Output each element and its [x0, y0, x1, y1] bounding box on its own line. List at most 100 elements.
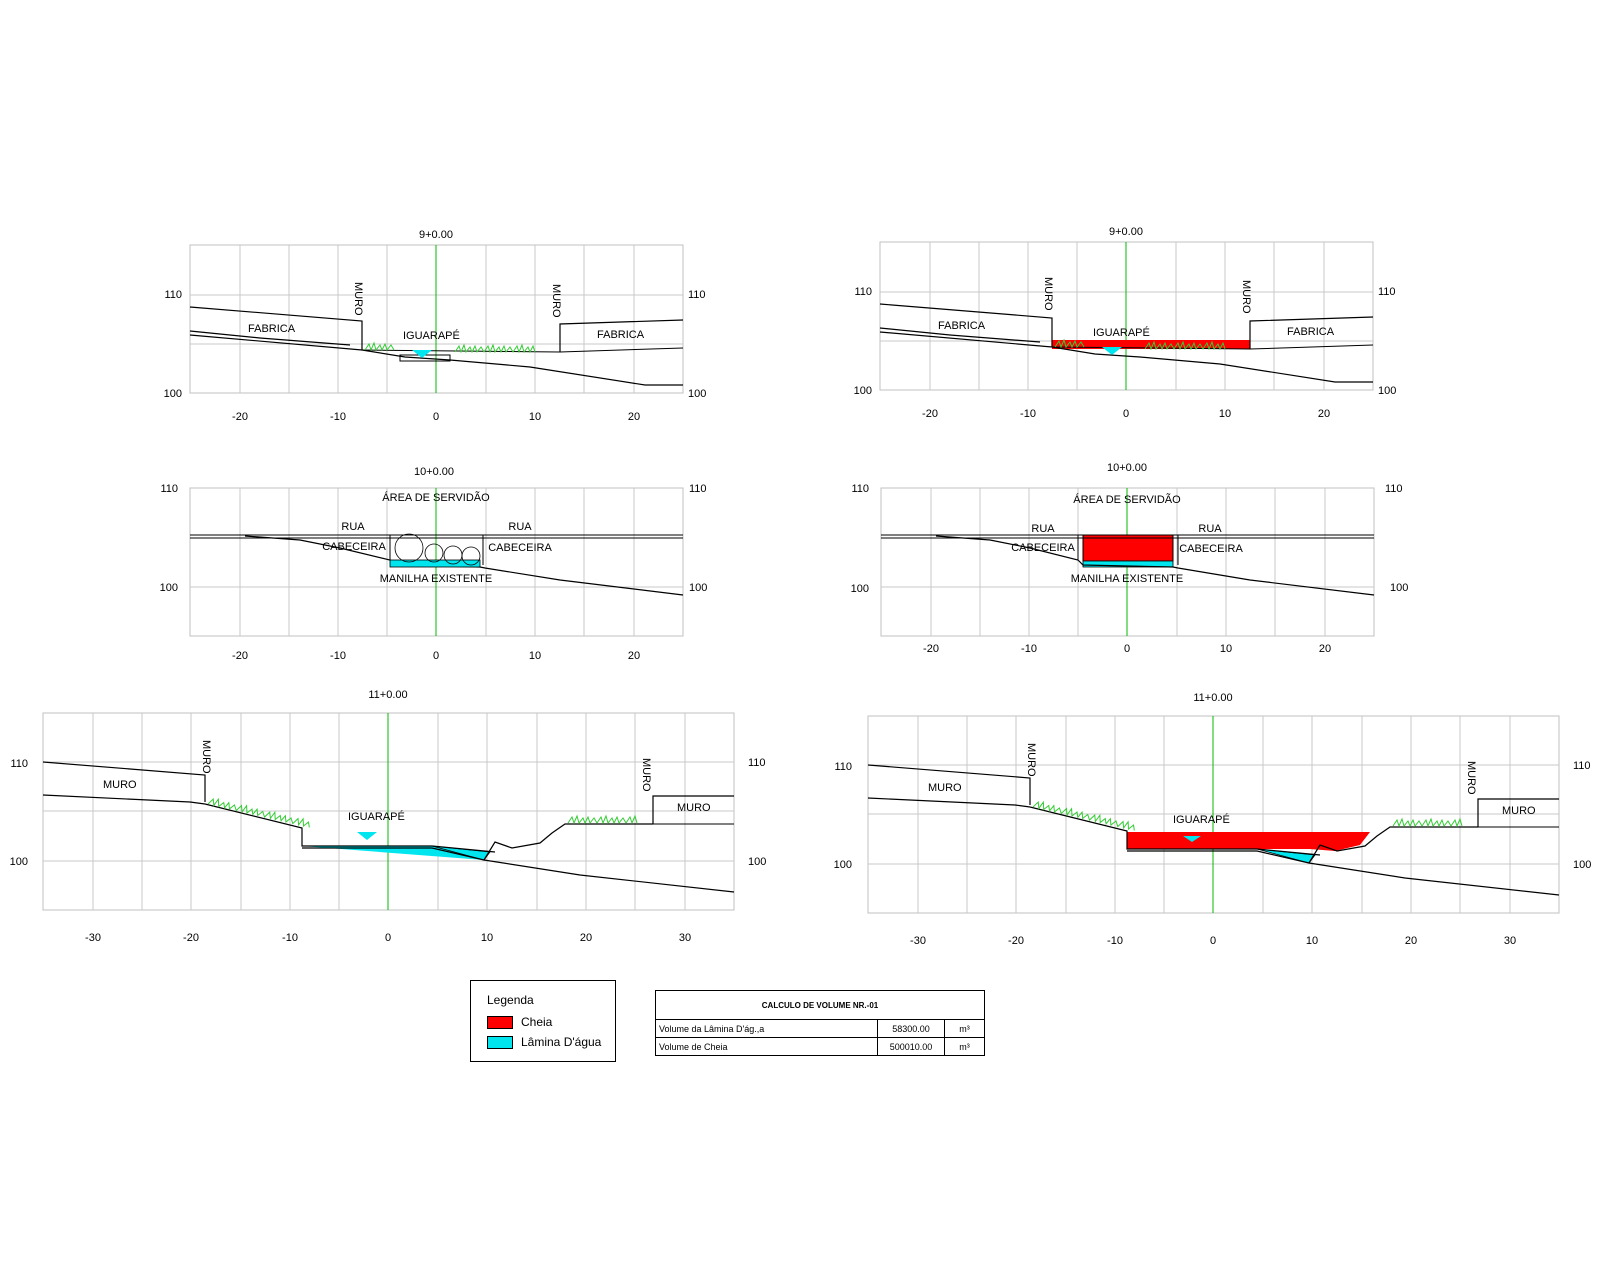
label-left-head: CABECEIRA	[1011, 542, 1075, 554]
label-right-street: RUA	[508, 521, 532, 533]
label-left-zone: MURO	[103, 779, 137, 791]
label-left-zone: FABRICA	[938, 320, 986, 332]
label-right-wall: MURO	[550, 284, 562, 318]
x-tick: -10	[330, 411, 346, 423]
label-left-zone: FABRICA	[248, 323, 296, 335]
station-title: 9+0.00	[1109, 226, 1143, 238]
table-row: Volume de Cheia 500010.00 m³	[656, 1038, 984, 1055]
x-tick: 10	[1306, 935, 1318, 947]
legend-label: Lâmina D'água	[521, 1035, 602, 1049]
label-left-zone: MURO	[928, 782, 962, 794]
label-right-zone: FABRICA	[597, 329, 645, 341]
x-tick: 20	[580, 932, 592, 944]
row-unit: m³	[959, 1023, 970, 1034]
y-tick-left: 110	[851, 483, 869, 495]
label-right-street: RUA	[1198, 523, 1222, 535]
legend-item-flood: Cheia	[487, 1015, 552, 1029]
label-right-zone: FABRICA	[1287, 326, 1335, 338]
legend-title: Legenda	[487, 993, 534, 1007]
station-title: 10+0.00	[414, 466, 454, 478]
y-tick-left: 100	[851, 583, 869, 595]
x-tick: 10	[529, 411, 541, 423]
y-tick-right: 100	[748, 856, 766, 868]
row-name: Volume da Lâmina D'ág.,a	[656, 1020, 878, 1037]
row-value: 58300.00	[878, 1020, 945, 1037]
y-tick-left: 100	[854, 385, 872, 397]
y-tick-left: 110	[164, 289, 182, 301]
x-tick: 0	[385, 932, 391, 944]
label-left-wall: MURO	[200, 740, 212, 774]
x-tick: -20	[232, 650, 248, 662]
y-tick-left: 110	[10, 758, 28, 770]
station-title: 9+0.00	[419, 229, 453, 241]
label-left-wall: MURO	[1025, 743, 1037, 777]
x-tick: 0	[433, 411, 439, 423]
station-title: 11+0.00	[368, 689, 407, 701]
water-swatch	[487, 1035, 513, 1049]
x-tick: 0	[1210, 935, 1216, 947]
y-tick-right: 110	[1378, 286, 1396, 298]
y-tick-left: 110	[834, 761, 852, 773]
x-tick: -10	[330, 650, 346, 662]
label-right-zone: MURO	[677, 802, 711, 814]
x-tick: -30	[910, 935, 926, 947]
label-servitude: ÁREA DE SERVIDÃO	[1073, 493, 1181, 506]
x-tick: -20	[922, 408, 938, 420]
x-tick: 0	[433, 650, 439, 662]
x-tick: 20	[1319, 643, 1331, 655]
label-right-wall: MURO	[1465, 761, 1477, 795]
label-left-wall: MURO	[1042, 277, 1054, 311]
volume-table-title: CALCULO DE VOLUME NR.-01	[656, 991, 984, 1020]
label-left-street: RUA	[341, 521, 365, 533]
x-tick: 10	[481, 932, 493, 944]
section-10-right: ÁREA DE SERVIDÃO RUA RUA CABECEIRA CABEC…	[851, 462, 1409, 655]
y-tick-right: 100	[689, 582, 707, 594]
x-tick: -20	[183, 932, 199, 944]
y-tick-right: 100	[1378, 385, 1396, 397]
row-unit: m³	[959, 1041, 970, 1052]
x-tick: 10	[1219, 408, 1231, 420]
y-tick-left: 100	[834, 859, 852, 871]
section-9-right: FABRICA FABRICA IGUARAPÉ MURO MURO 9+0.0…	[854, 226, 1397, 420]
x-tick: 20	[1405, 935, 1417, 947]
y-tick-right: 110	[688, 289, 706, 301]
x-tick: 10	[1220, 643, 1232, 655]
y-tick-left: 110	[854, 286, 872, 298]
label-channel: IGUARAPÉ	[1093, 326, 1150, 339]
x-tick: 20	[628, 411, 640, 423]
x-tick: -20	[1008, 935, 1024, 947]
station-title: 10+0.00	[1107, 462, 1147, 474]
label-channel: IGUARAPÉ	[403, 329, 460, 342]
label-channel: IGUARAPÉ	[1173, 813, 1230, 826]
x-tick: -30	[85, 932, 101, 944]
x-tick: -10	[282, 932, 298, 944]
y-tick-right: 110	[748, 757, 766, 769]
y-tick-right: 100	[688, 388, 706, 400]
y-tick-left: 100	[160, 582, 178, 594]
flood-area	[1052, 340, 1250, 349]
section-11-right: MURO MURO IGUARAPÉ MURO MURO 11+0.00 110…	[834, 692, 1592, 947]
y-tick-left: 100	[10, 856, 28, 868]
y-tick-right: 110	[1573, 760, 1591, 772]
x-tick: -10	[1021, 643, 1037, 655]
x-tick: -20	[923, 643, 939, 655]
x-tick: 10	[529, 650, 541, 662]
legend: Legenda Cheia Lâmina D'água	[470, 980, 616, 1062]
x-tick: 20	[1318, 408, 1330, 420]
y-tick-right: 110	[1385, 483, 1403, 495]
label-channel: IGUARAPÉ	[348, 810, 405, 823]
station-title: 11+0.00	[1193, 692, 1232, 704]
y-tick-left: 100	[164, 388, 182, 400]
x-tick: 0	[1124, 643, 1130, 655]
x-tick: 30	[679, 932, 691, 944]
section-9-left: FABRICA FABRICA IGUARAPÉ MURO MURO 9+0.0…	[164, 229, 707, 423]
x-tick: 20	[628, 650, 640, 662]
flood-swatch	[487, 1015, 513, 1029]
label-servitude: ÁREA DE SERVIDÃO	[382, 491, 490, 504]
y-tick-right: 100	[1573, 859, 1591, 871]
legend-item-water: Lâmina D'água	[487, 1035, 601, 1049]
y-tick-right: 100	[1390, 582, 1408, 594]
x-tick: 30	[1504, 935, 1516, 947]
label-pipe: MANILHA EXISTENTE	[1071, 573, 1183, 585]
